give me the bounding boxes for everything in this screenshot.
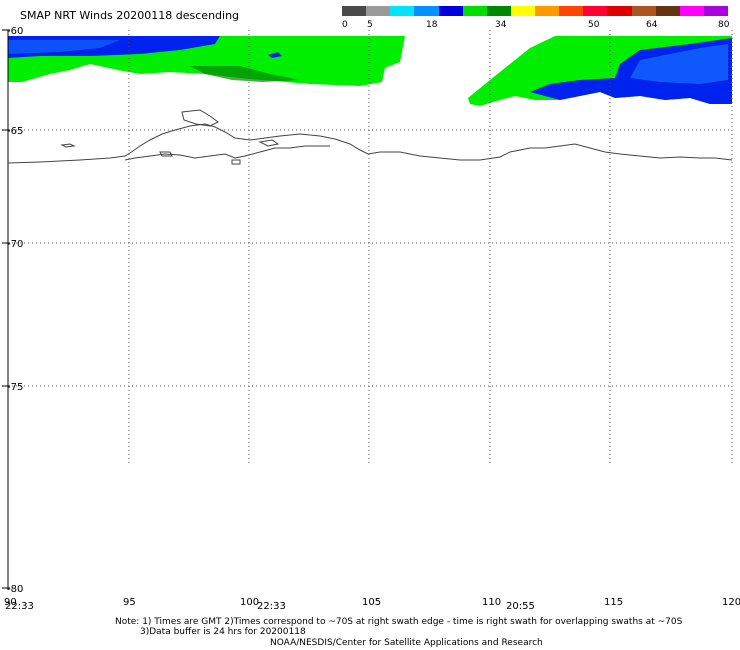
- wind-blue-spot: [268, 52, 282, 58]
- lon-label: 100: [240, 597, 259, 608]
- colorbar-label: 80: [718, 20, 730, 30]
- colorbar-segment: [679, 6, 704, 16]
- wind-swath-right-lightblue: [630, 44, 728, 84]
- colorbar-segment: [631, 6, 656, 16]
- colorbar-segment: [583, 6, 608, 16]
- colorbar-segment: [559, 6, 584, 16]
- colorbar-segment: [462, 6, 487, 16]
- lat-label: -70: [7, 239, 23, 250]
- lon-label: 110: [482, 597, 501, 608]
- colorbar-segment: [510, 6, 535, 16]
- swath-time-label: 22:33: [257, 601, 286, 612]
- map-title: SMAP NRT Winds 20200118 descending: [20, 9, 240, 22]
- island-4: [231, 159, 241, 165]
- colorbar-label: 18: [426, 20, 438, 30]
- ice-shelf-outline: [181, 109, 219, 127]
- island-2: [159, 151, 173, 157]
- colorbar-segment: [390, 6, 415, 16]
- lat-label: -75: [7, 382, 23, 393]
- colorbar-segment: [655, 6, 680, 16]
- coastline-inner: [124, 145, 330, 161]
- colorbar-label: 34: [495, 20, 507, 30]
- swath-time-label: 20:55: [506, 601, 535, 612]
- wind-speed-colorbar: [342, 6, 728, 16]
- colorbar-label: 5: [367, 20, 373, 30]
- lon-label: 105: [362, 597, 381, 608]
- colorbar-label: 64: [646, 20, 658, 30]
- note-line-2: 3)Data buffer is 24 hrs for 20200118: [140, 627, 306, 637]
- island-3: [258, 139, 280, 147]
- colorbar-segment: [535, 6, 560, 16]
- lon-label: 120: [722, 597, 740, 608]
- swath-time-label: 22:33: [5, 601, 34, 612]
- lon-label: 90: [4, 597, 17, 608]
- colorbar-label: 0: [342, 20, 348, 30]
- wind-swath-dark-green: [190, 66, 300, 82]
- lat-label: -60: [7, 26, 23, 37]
- colorbar-segment: [438, 6, 463, 16]
- colorbar-segment: [486, 6, 511, 16]
- colorbar-segment: [414, 6, 439, 16]
- note-line-3: NOAA/NESDIS/Center for Satellite Applica…: [270, 638, 543, 648]
- coastline-main: [7, 123, 733, 164]
- colorbar-segment: [703, 6, 728, 16]
- lat-label: -80: [7, 584, 23, 595]
- island-1: [60, 143, 76, 148]
- wind-swath-left-lightblue: [8, 40, 120, 54]
- lon-label: 95: [123, 597, 136, 608]
- lat-label: -65: [7, 126, 23, 137]
- colorbar-segment: [342, 6, 367, 16]
- colorbar-segment: [607, 6, 632, 16]
- lon-label: 115: [604, 597, 623, 608]
- colorbar-segment: [366, 6, 391, 16]
- note-line-1: Note: 1) Times are GMT 2)Times correspon…: [115, 617, 683, 627]
- colorbar-label: 50: [588, 20, 600, 30]
